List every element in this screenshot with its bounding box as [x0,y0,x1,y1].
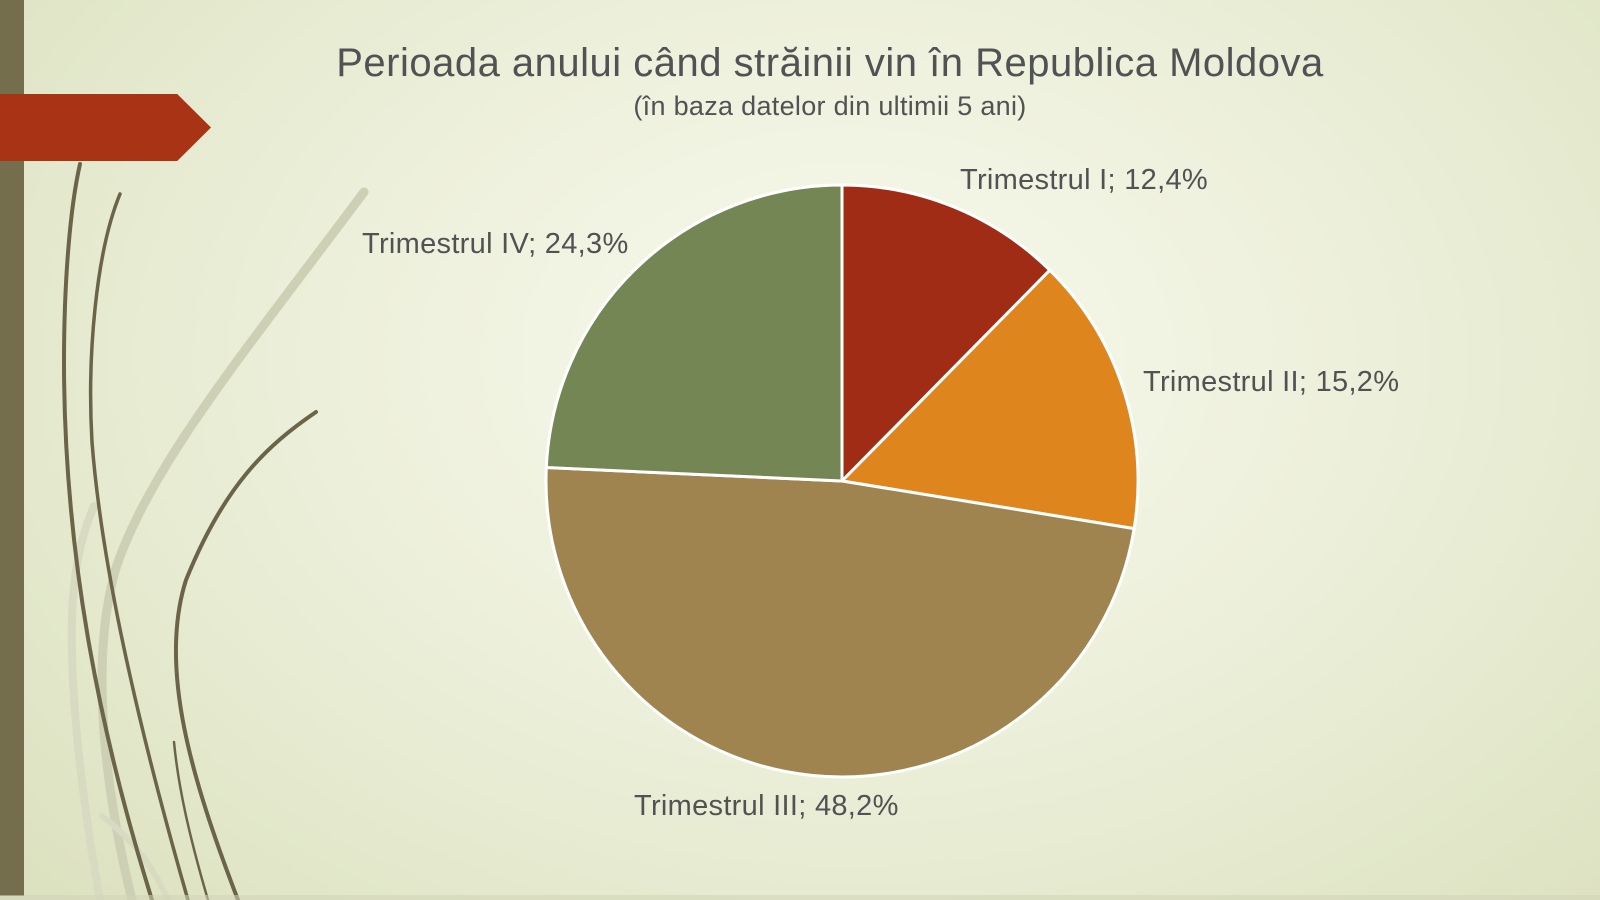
pie-slice-2 [840,268,1140,531]
pie-chart [544,183,1140,779]
grass-decoration [61,162,369,900]
bottom-edge-strip [0,895,1600,900]
title-block: Perioada anului când străinii vin în Rep… [70,40,1590,122]
pie-label-trimestrul-2: Trimestrul II; 15,2% [1143,366,1400,398]
pie-label-trimestrul-4: Trimestrul IV; 24,3% [362,228,629,260]
pie-slice-1 [840,183,1052,483]
slide-subtitle: (în baza datelor din ultimii 5 ani) [633,91,1027,121]
pie-label-trimestrul-1: Trimestrul I; 12,4% [960,164,1208,196]
pie-label-trimestrul-3: Trimestrul III; 48,2% [634,790,899,822]
pie-slice-4 [544,183,844,483]
pie-slice-3 [544,466,1136,779]
red-arrow-shape [0,94,211,161]
slide-title: Perioada anului când străinii vin în Rep… [336,41,1324,85]
